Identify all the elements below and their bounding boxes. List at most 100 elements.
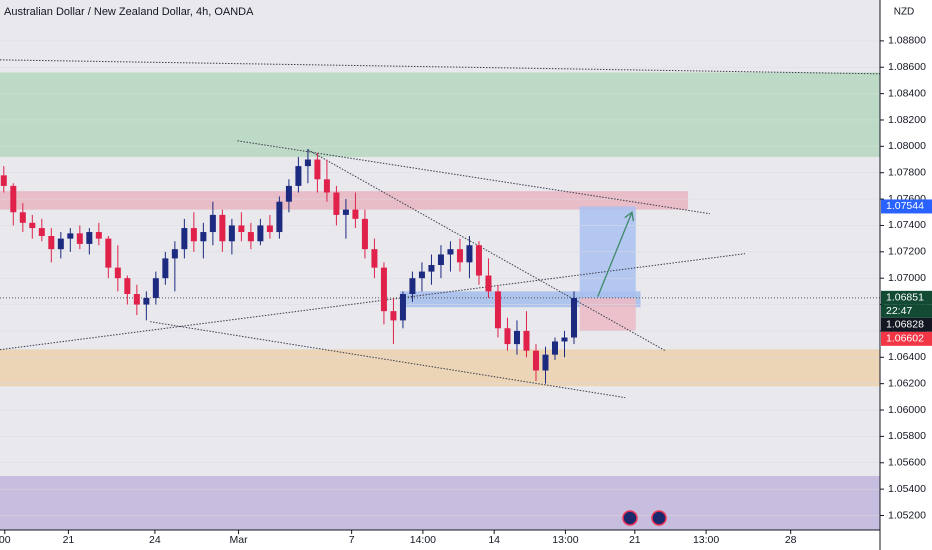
arrow-head	[624, 211, 635, 222]
candle-body	[76, 233, 83, 244]
candle-body	[19, 212, 26, 223]
candle-body	[428, 265, 435, 272]
candle-body	[200, 232, 207, 242]
candle-body	[247, 232, 254, 242]
candle-body	[143, 297, 150, 305]
y-tick-label: 1.08200	[888, 114, 926, 126]
candle-body	[314, 159, 321, 180]
candle-body	[162, 258, 169, 279]
x-tick-label: 13:00	[693, 534, 719, 546]
candle-body	[276, 201, 283, 233]
y-tick-label: 1.08600	[888, 61, 926, 73]
position-target	[579, 206, 636, 298]
candle-body	[285, 185, 292, 202]
position-stop	[579, 297, 636, 331]
candle-body	[133, 294, 140, 305]
countdown-bg	[881, 304, 932, 318]
candle-body	[67, 233, 74, 239]
y-tick-label: 1.05600	[888, 457, 926, 469]
zone	[0, 191, 689, 210]
candle-body	[532, 350, 539, 371]
y-tick-label: 1.07000	[888, 272, 926, 284]
y-tick-label: 1.06400	[888, 351, 926, 363]
candle-body	[475, 245, 482, 276]
zone	[0, 349, 880, 387]
candle-body	[228, 225, 235, 242]
event-icon[interactable]	[622, 510, 638, 526]
last-price-label: 1.06851	[886, 292, 924, 304]
y-tick-label: 1.08000	[888, 140, 926, 152]
chart-title: Australian Dollar / New Zealand Dollar, …	[4, 6, 254, 18]
candle-body	[523, 330, 530, 351]
candle-body	[466, 245, 473, 263]
candle-body	[295, 166, 302, 186]
candle-body	[418, 271, 425, 279]
candle-body	[0, 175, 7, 186]
x-tick-label: 21	[63, 534, 75, 546]
candle-body	[570, 297, 577, 338]
event-icon[interactable]	[651, 510, 667, 526]
candle-body	[105, 238, 112, 268]
x-tick-label: 13:00	[552, 534, 578, 546]
y-tick-label: 1.07800	[888, 166, 926, 178]
candle-body	[266, 225, 273, 233]
candle-body	[513, 330, 520, 345]
candle-body	[485, 275, 492, 292]
y-tick-label: 1.07200	[888, 246, 926, 258]
price-axis	[880, 0, 932, 550]
x-tick-label: 24	[149, 534, 161, 546]
candle-body	[390, 311, 397, 321]
candle-body	[181, 228, 188, 250]
candle-body	[494, 291, 501, 329]
candle-body	[437, 254, 444, 265]
candle-body	[209, 214, 216, 233]
currency-label: NZD	[894, 7, 915, 18]
candle-body	[86, 232, 93, 244]
candle-body	[333, 192, 340, 215]
candle-body	[352, 209, 359, 219]
arrow	[597, 212, 633, 297]
y-tick-label: 1.08800	[888, 35, 926, 47]
candle-body	[323, 179, 330, 193]
candle-body	[409, 278, 416, 295]
y-tick-label: 1.07400	[888, 219, 926, 231]
event-icons	[622, 510, 667, 526]
candle-body	[304, 159, 311, 167]
candle-body	[257, 225, 264, 242]
candle-body	[561, 337, 568, 342]
candle-body	[456, 249, 463, 263]
countdown-label: 22:47	[886, 305, 912, 317]
candle-body	[10, 185, 17, 213]
target-price-label-bg	[881, 199, 932, 214]
candle-body	[361, 218, 368, 250]
x-tick-label: 14:00	[410, 534, 436, 546]
trend-line	[150, 321, 626, 399]
price-label: 1.06828	[886, 319, 924, 331]
candle-body	[95, 232, 102, 239]
x-tick-label: 00	[0, 534, 11, 546]
candle-body	[238, 225, 245, 233]
time-axis	[0, 530, 880, 550]
candle-body	[371, 249, 378, 268]
x-tick-label: Mar	[229, 534, 248, 546]
price-label-bg	[881, 317, 932, 332]
candle-body	[48, 235, 55, 250]
trend-line	[0, 59, 881, 75]
x-tick-label: 21	[629, 534, 641, 546]
y-tick-label: 1.08400	[888, 87, 926, 99]
candle-body	[190, 228, 197, 242]
candle-body	[399, 294, 406, 321]
candle-body	[219, 214, 226, 242]
zone	[0, 475, 880, 530]
candle-body	[342, 209, 349, 215]
candle-body	[124, 278, 131, 295]
candle-body	[542, 354, 549, 371]
y-tick-label: 1.06000	[888, 404, 926, 416]
candle-body	[152, 278, 159, 298]
candle-body	[380, 267, 387, 312]
y-tick-label: 1.05400	[888, 483, 926, 495]
candle-body	[171, 249, 178, 259]
trend-line	[0, 253, 746, 351]
stop-price-label: 1.06602	[886, 333, 924, 345]
